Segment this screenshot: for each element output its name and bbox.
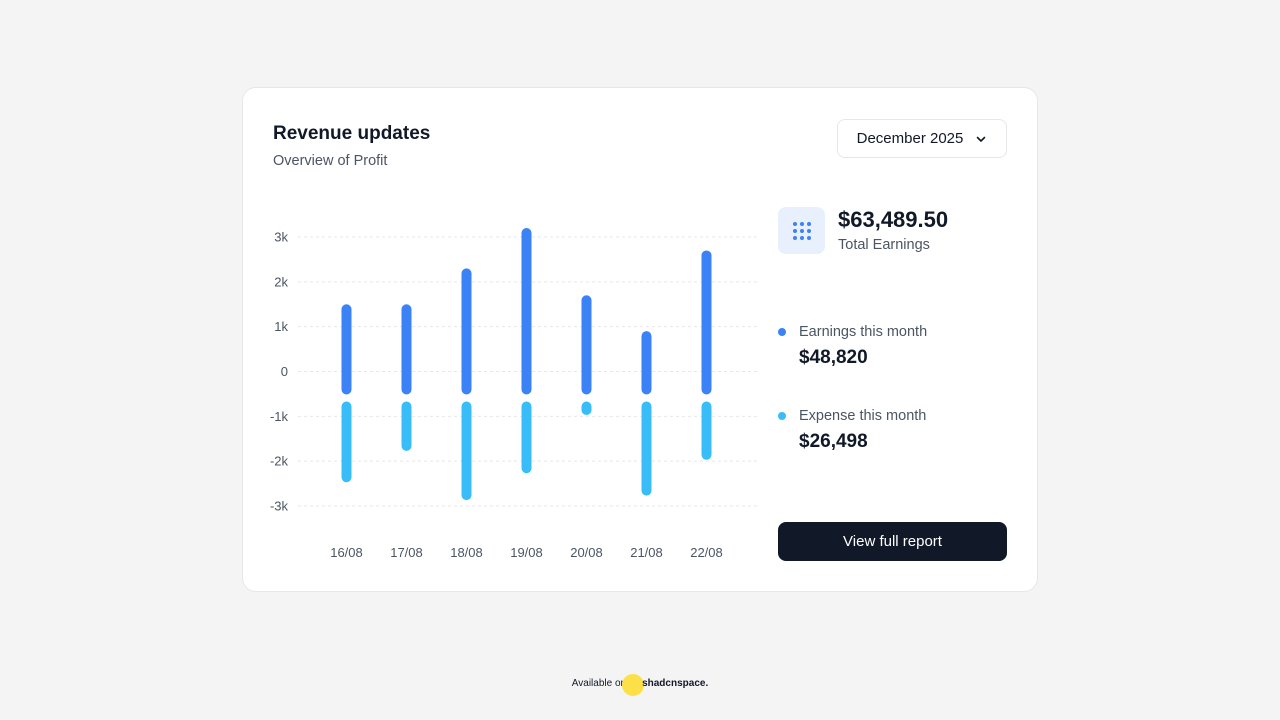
total-earnings-label: Total Earnings [838,237,930,253]
earnings-legend-dot [778,328,786,336]
expense-legend-dot [778,412,786,420]
expense-bar [461,401,472,501]
total-earnings-value: $63,489.50 [838,207,949,232]
expense-bar [341,401,352,483]
x-tick-label: 18/08 [450,545,483,560]
x-tick-label: 22/08 [690,545,723,560]
revenue-chart: 3k 2k 1k 0 -1k -2k -3k 16/08 17/08 18/08 19/08 20/0… [270,228,758,560]
grid-dots-icon [778,207,825,254]
earnings-bar [581,295,592,395]
x-tick-label: 19/08 [510,545,543,560]
earnings-bar [641,331,652,395]
x-tick-label: 20/08 [570,545,603,560]
expense-bar [581,401,592,415]
month-selector[interactable]: December 2025 [837,119,1007,158]
y-tick-label: 0 [281,364,288,379]
view-full-report-button[interactable]: View full report [778,522,1007,561]
brand-logo-icon [622,673,645,696]
brand-link[interactable]: shadcnspace. [622,673,709,696]
footer: Available on shadcnspace. [0,673,1280,696]
earnings-bar [521,228,532,395]
earnings-bar [401,304,412,395]
chevron-down-icon [977,136,986,142]
earnings-label: Earnings this month [799,324,928,340]
y-tick-label: 1k [274,319,288,334]
x-tick-label: 17/08 [390,545,423,560]
y-tick-label: -3k [270,499,289,514]
available-on-label: Available on [571,677,627,689]
card-title: Revenue updates [273,123,431,144]
expense-label: Expense this month [799,408,927,424]
revenue-card: Revenue updates Overview of Profit Decem… [242,87,1038,592]
month-selector-value: December 2025 [856,130,964,147]
expense-bar [521,401,532,474]
y-tick-label: -2k [270,454,289,469]
y-tick-label: -1k [270,409,289,424]
x-tick-label: 16/08 [330,545,363,560]
brand-name: shadcnspace. [642,677,709,689]
y-tick-label: 2k [274,274,288,289]
expense-bar [401,401,412,451]
y-tick-label: 3k [274,230,288,245]
card-subtitle: Overview of Profit [273,153,388,169]
earnings-bar [341,304,352,395]
x-tick-label: 21/08 [630,545,663,560]
expense-value: $26,498 [799,431,868,452]
earnings-bar [701,250,712,395]
expense-bar [701,401,712,460]
earnings-value: $48,820 [799,347,868,368]
earnings-bar [461,268,472,395]
expense-bar [641,401,652,496]
